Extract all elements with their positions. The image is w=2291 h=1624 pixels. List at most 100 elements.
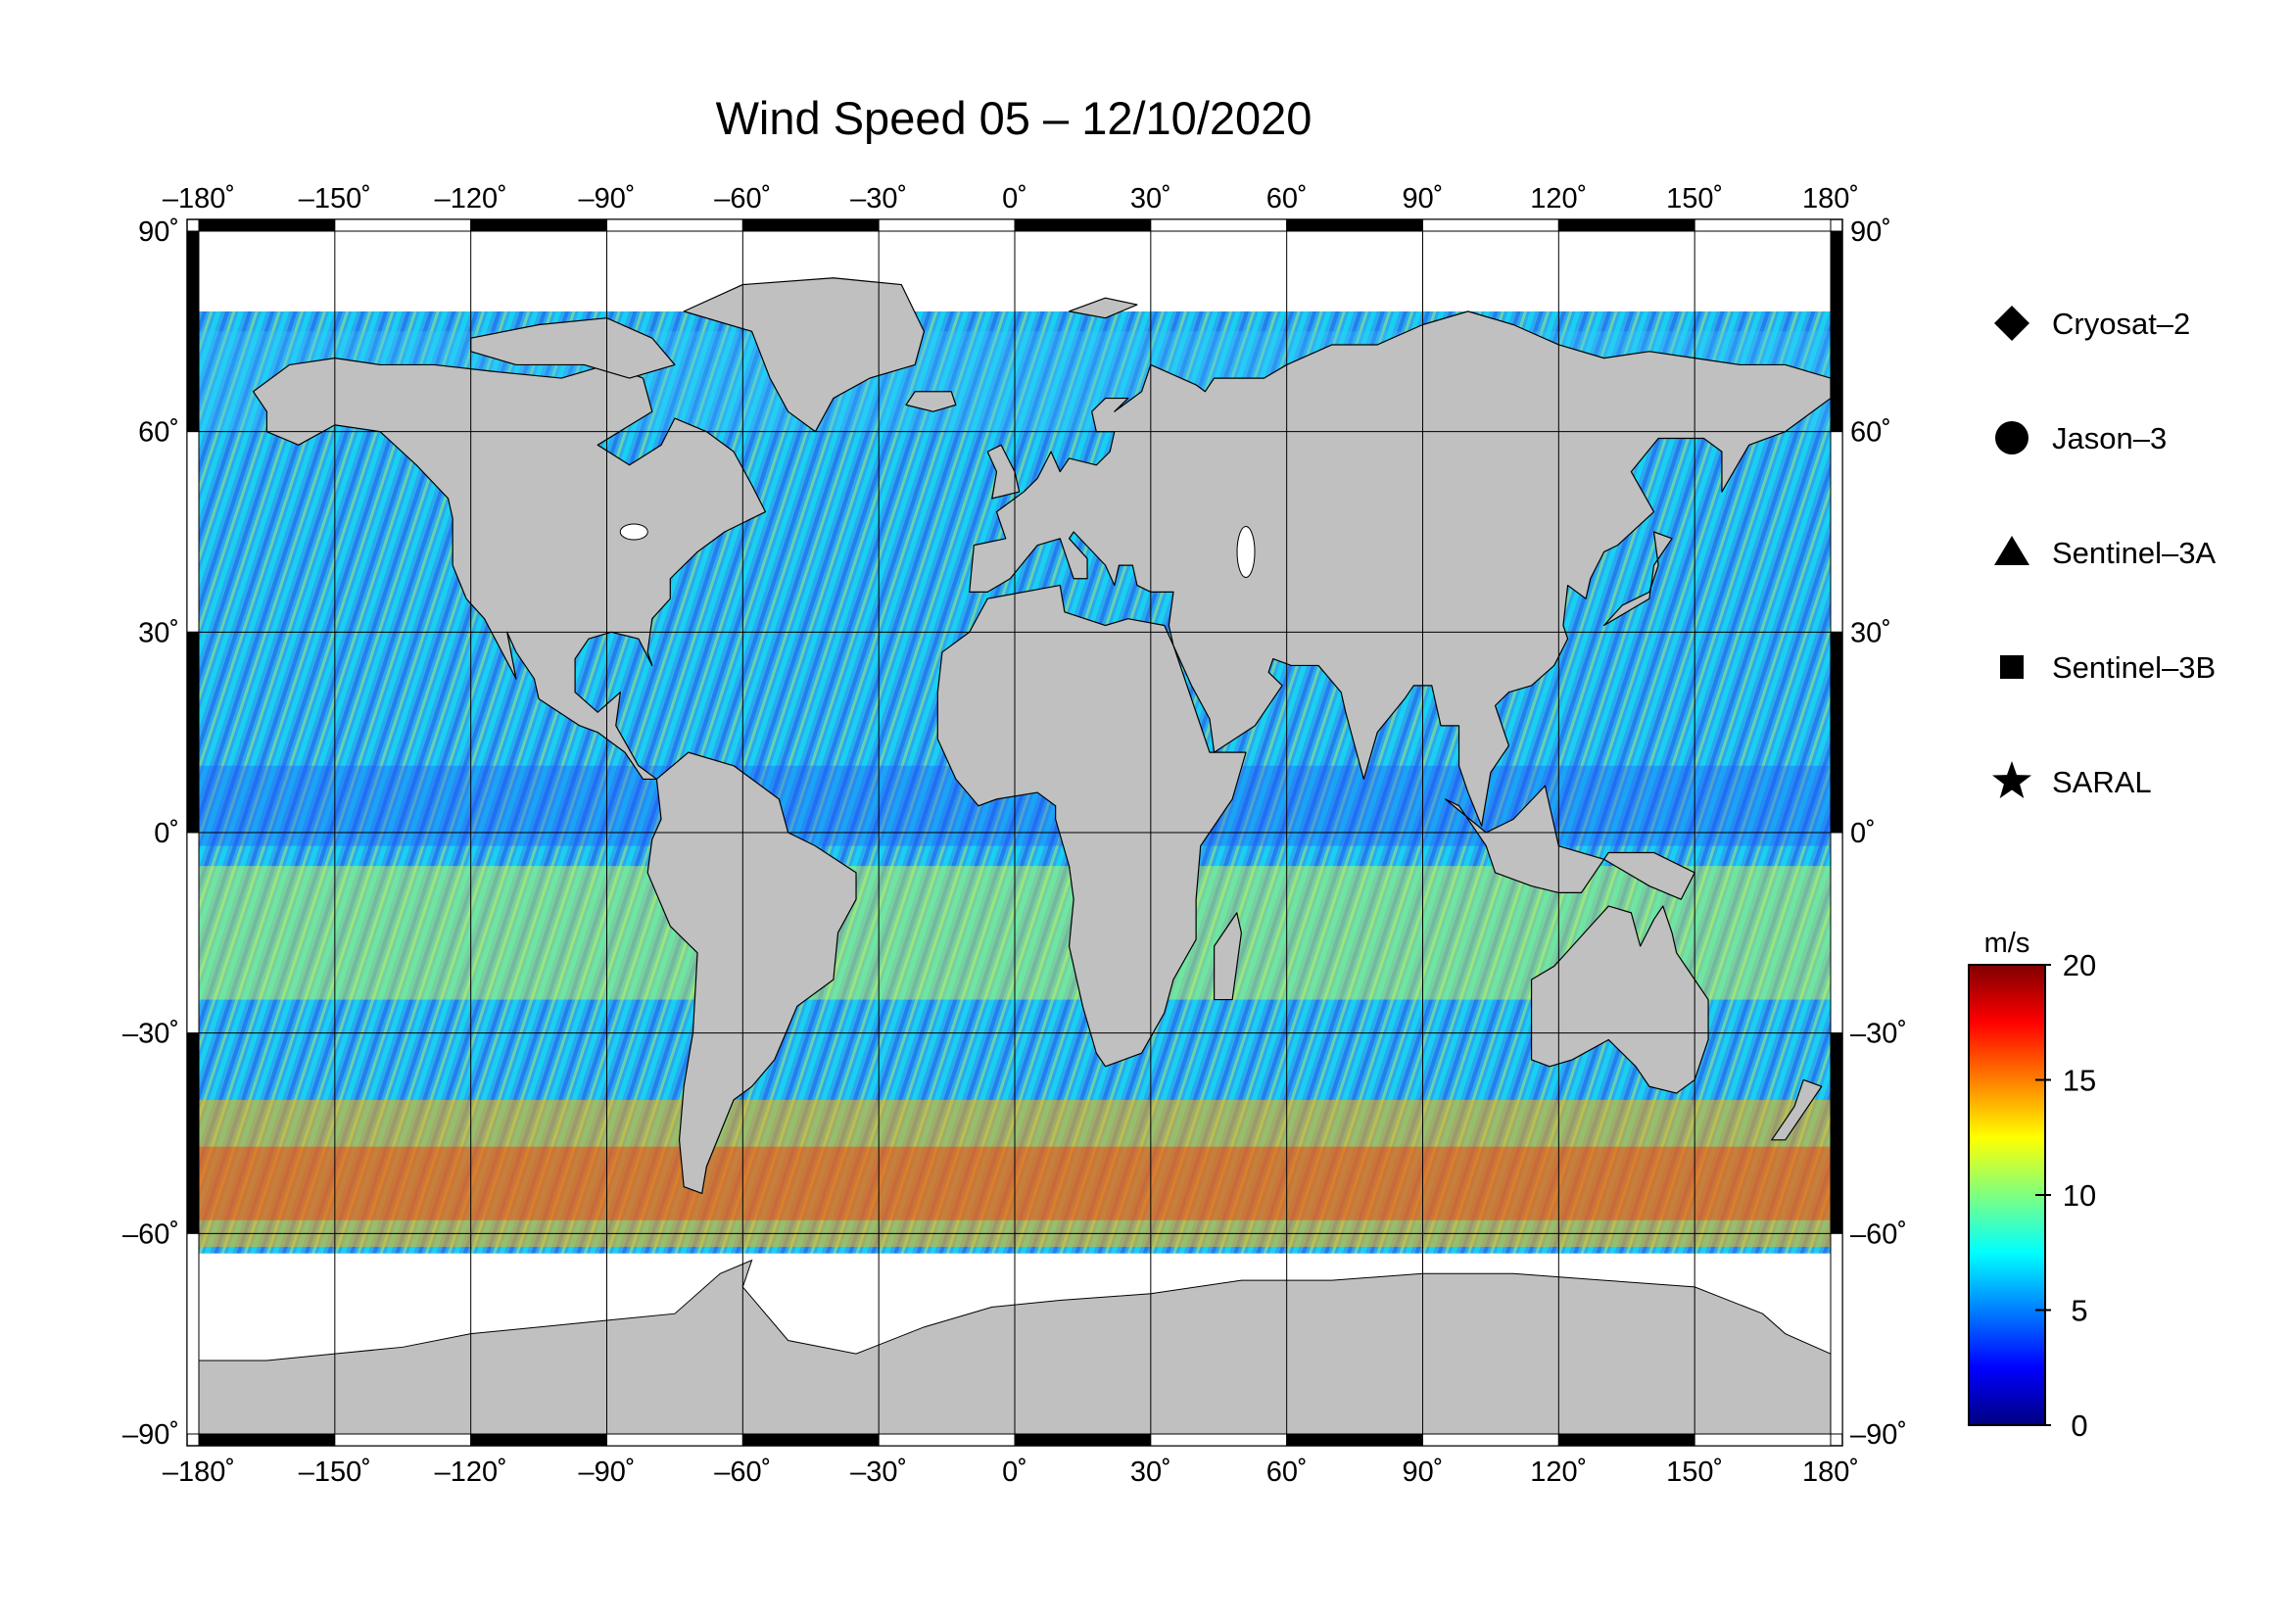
lat-tick-label-right: 30˚ <box>1850 617 1891 648</box>
frame-segment-bottom <box>1694 1433 1832 1447</box>
lon-tick-label-bottom: 30˚ <box>1130 1457 1171 1488</box>
colorbar-gradient <box>1968 964 2046 1426</box>
frame-segment-bottom <box>878 1433 1016 1447</box>
lon-tick-label-bottom: –120˚ <box>435 1457 507 1488</box>
frame-segment-top <box>470 218 607 232</box>
lat-tick-label-right: 0˚ <box>1850 818 1876 849</box>
lat-tick-label-left: 60˚ <box>138 417 179 449</box>
frame-segment-left <box>186 631 200 834</box>
lon-tick-label-top: –90˚ <box>578 183 635 215</box>
lon-tick-label-top: 0˚ <box>1002 183 1027 215</box>
frame-segment-left <box>186 1232 200 1435</box>
eurasia-landmass <box>969 310 1831 827</box>
lon-tick-label-bottom: 0˚ <box>1002 1457 1027 1488</box>
lon-tick-label-bottom: –60˚ <box>714 1457 771 1488</box>
frame-segment-top <box>1694 218 1832 232</box>
frame-segment-top <box>606 218 743 232</box>
lon-tick-label-top: –30˚ <box>850 183 907 215</box>
legend-item: Cryosat–2 <box>1994 306 2190 341</box>
new-zealand-landmass <box>1771 1078 1823 1141</box>
japan-landmass <box>1603 531 1673 627</box>
legend-item: Jason–3 <box>1995 421 2167 455</box>
legend-label: Jason–3 <box>2052 421 2167 455</box>
lon-tick-label-bottom: 120˚ <box>1530 1457 1587 1488</box>
frame-segment-bottom <box>1014 1433 1152 1447</box>
frame-segment-top <box>198 218 336 232</box>
lon-tick-label-bottom: 90˚ <box>1403 1457 1444 1488</box>
legend-label: Cryosat–2 <box>2052 307 2190 341</box>
frame-segment-right <box>1830 832 1843 1034</box>
lon-tick-label-bottom: –180˚ <box>163 1457 235 1488</box>
triangle-icon <box>1994 536 2029 565</box>
lon-tick-label-top: 30˚ <box>1130 183 1171 215</box>
legend-label: SARAL <box>2052 765 2152 799</box>
frame-segment-top <box>1014 218 1152 232</box>
great-lakes <box>619 523 648 541</box>
south-america-landmass <box>646 751 857 1195</box>
frame-segment-top <box>334 218 472 232</box>
frame-segment-right <box>1830 1032 1843 1234</box>
satellite-legend: Cryosat–2 Jason–3 Sentinel–3A Sentinel–3B SA… <box>1992 306 2217 799</box>
lon-tick-label-bottom: –90˚ <box>578 1457 635 1488</box>
frame-segment-right <box>1830 1232 1843 1435</box>
north-america-landmass <box>252 358 767 781</box>
lat-tick-label-left: –60˚ <box>122 1218 179 1250</box>
frame-segment-top <box>878 218 1016 232</box>
frame-segment-left <box>186 230 200 433</box>
frame-segment-bottom <box>470 1433 607 1447</box>
colorbar-unit: m/s <box>1984 928 2030 959</box>
square-icon <box>2000 655 2024 679</box>
frame-segment-bottom <box>606 1433 743 1447</box>
lat-tick-label-right: –90˚ <box>1850 1419 1907 1451</box>
frame-segment-bottom <box>741 1433 880 1447</box>
lon-tick-label-top: 150˚ <box>1666 183 1723 215</box>
lon-tick-label-bottom: 180˚ <box>1802 1457 1859 1488</box>
madagascar-landmass <box>1214 912 1242 1001</box>
lon-tick-label-top: 90˚ <box>1403 183 1444 215</box>
lon-tick-label-bottom: 60˚ <box>1266 1457 1308 1488</box>
star-icon <box>1992 761 2031 798</box>
iceland-landmass <box>905 391 957 412</box>
legend-label: Sentinel–3A <box>2052 536 2217 570</box>
colorbar-tick-label: 5 <box>2071 1294 2087 1328</box>
map-area <box>199 231 1831 1434</box>
greenland-landmass <box>683 277 926 433</box>
caspian-sea <box>1236 525 1256 578</box>
lat-tick-label-right: 60˚ <box>1850 417 1891 449</box>
lon-tick-label-top: –120˚ <box>435 183 507 215</box>
lon-tick-label-top: –60˚ <box>714 183 771 215</box>
frame-segment-right <box>1830 230 1843 433</box>
legend-item: Sentinel–3B <box>2000 650 2216 685</box>
diamond-icon <box>1994 306 2029 341</box>
lat-tick-label-right: 90˚ <box>1850 216 1891 248</box>
colorbar-tick-label: 20 <box>2063 948 2096 982</box>
lon-tick-label-top: –150˚ <box>299 183 371 215</box>
frame-segment-left <box>186 431 200 633</box>
frame-segment-bottom <box>1422 1433 1559 1447</box>
frame-segment-top <box>741 218 880 232</box>
lat-tick-label-right: –30˚ <box>1850 1019 1907 1050</box>
australia-landmass <box>1530 905 1709 1094</box>
colorbar-tick-label: 0 <box>2071 1409 2087 1443</box>
lon-tick-label-top: 60˚ <box>1266 183 1308 215</box>
britain-landmass <box>986 444 1021 500</box>
frame-segment-bottom <box>334 1433 472 1447</box>
frame-segment-left <box>186 1032 200 1234</box>
lon-tick-label-top: 180˚ <box>1802 183 1859 215</box>
frame-segment-right <box>1830 431 1843 633</box>
arctic-islands-landmass <box>470 317 676 379</box>
frame-segment-top <box>1422 218 1559 232</box>
lat-tick-label-left: 0˚ <box>154 818 179 849</box>
frame-segment-left <box>186 832 200 1034</box>
frame-segment-bottom <box>198 1433 336 1447</box>
chart-title: Wind Speed 05 – 12/10/2020 <box>716 92 1313 144</box>
frame-segment-bottom <box>1150 1433 1288 1447</box>
frame-segment-bottom <box>1557 1433 1695 1447</box>
lat-tick-label-left: –90˚ <box>122 1419 179 1451</box>
frame-segment-right <box>1830 631 1843 834</box>
lon-tick-label-bottom: –30˚ <box>850 1457 907 1488</box>
colorbar-tick-label: 10 <box>2063 1178 2096 1213</box>
circle-icon <box>1995 421 2028 454</box>
legend-label: Sentinel–3B <box>2052 650 2216 685</box>
